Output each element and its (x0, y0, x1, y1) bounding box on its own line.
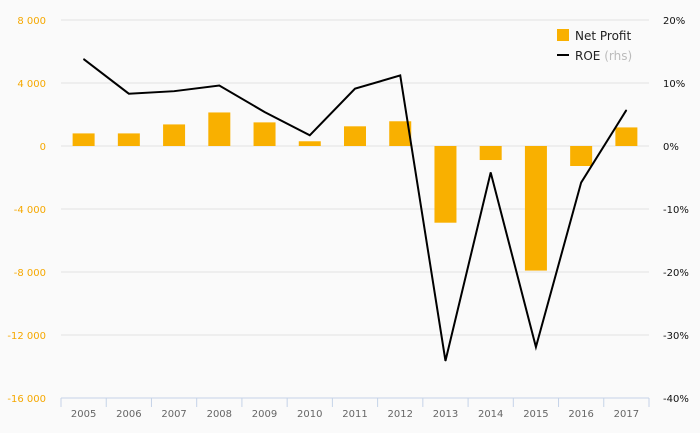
roe-point-2017 (625, 109, 627, 111)
bar-net-profit-2013 (434, 146, 457, 223)
right-tick-label: -10% (663, 205, 689, 216)
x-tick-label: 2015 (523, 409, 548, 420)
x-tick-label: 2014 (478, 409, 503, 420)
roe-point-2006 (128, 93, 130, 95)
right-tick-label: -30% (663, 331, 689, 342)
bar-net-profit-2011 (344, 126, 366, 146)
x-tick-label: 2013 (433, 409, 458, 420)
right-tick-label: 0% (663, 142, 679, 153)
right-tick-label: -20% (663, 268, 689, 279)
x-tick-label: 2016 (568, 409, 593, 420)
bar-net-profit-2015 (524, 146, 547, 271)
left-tick-label: 0 (40, 142, 46, 153)
legend-swatch-roe (557, 54, 569, 56)
x-tick-label: 2011 (342, 409, 367, 420)
x-tick-label: 2008 (207, 409, 232, 420)
roe-point-2005 (83, 58, 85, 60)
roe-point-2013 (444, 360, 446, 362)
bar-net-profit-2009 (253, 122, 276, 146)
roe-point-2007 (173, 90, 175, 92)
bar-net-profit-2007 (163, 124, 186, 146)
x-tick-label: 2012 (388, 409, 413, 420)
bar-net-profit-2017 (615, 127, 638, 146)
roe-point-2008 (218, 85, 220, 87)
bar-net-profit-2010 (298, 141, 321, 146)
legend-label-roe-suffix: (rhs) (604, 49, 632, 63)
left-tick-label: -12 000 (7, 331, 46, 342)
left-tick-label: 8 000 (17, 16, 46, 27)
roe-point-2016 (580, 182, 582, 184)
left-tick-label: -4 000 (14, 205, 46, 216)
bar-net-profit-2005 (72, 133, 95, 146)
legend-label-net-profit: Net Profit (575, 29, 631, 43)
x-tick-label: 2007 (161, 409, 186, 420)
right-tick-label: 10% (663, 79, 685, 90)
roe-point-2015 (535, 346, 537, 348)
legend-swatch-net-profit (557, 29, 569, 41)
bar-net-profit-2012 (389, 121, 412, 146)
x-tick-label: 2006 (116, 409, 141, 420)
bar-net-profit-2016 (570, 146, 593, 167)
legend-label-roe: ROE (rhs) (575, 49, 632, 63)
bar-net-profit-2006 (117, 133, 140, 146)
roe-point-2010 (309, 134, 311, 136)
legend: Net Profit ROE (rhs) (557, 29, 632, 63)
roe-point-2012 (399, 74, 401, 76)
roe-point-2014 (490, 171, 492, 173)
bar-net-profit-2014 (479, 146, 502, 161)
left-tick-label: -8 000 (14, 268, 46, 279)
x-tick-label: 2009 (252, 409, 277, 420)
x-tick-label: 2010 (297, 409, 322, 420)
roe-point-2011 (354, 88, 356, 90)
right-tick-label: 20% (663, 16, 685, 27)
right-tick-label: -40% (663, 394, 689, 405)
x-tick-label: 2005 (71, 409, 96, 420)
roe-point-2009 (264, 111, 266, 113)
left-tick-label: 4 000 (17, 79, 46, 90)
bar-net-profit-2008 (208, 112, 231, 146)
x-tick-label: 2017 (614, 409, 639, 420)
left-tick-label: -16 000 (7, 394, 46, 405)
